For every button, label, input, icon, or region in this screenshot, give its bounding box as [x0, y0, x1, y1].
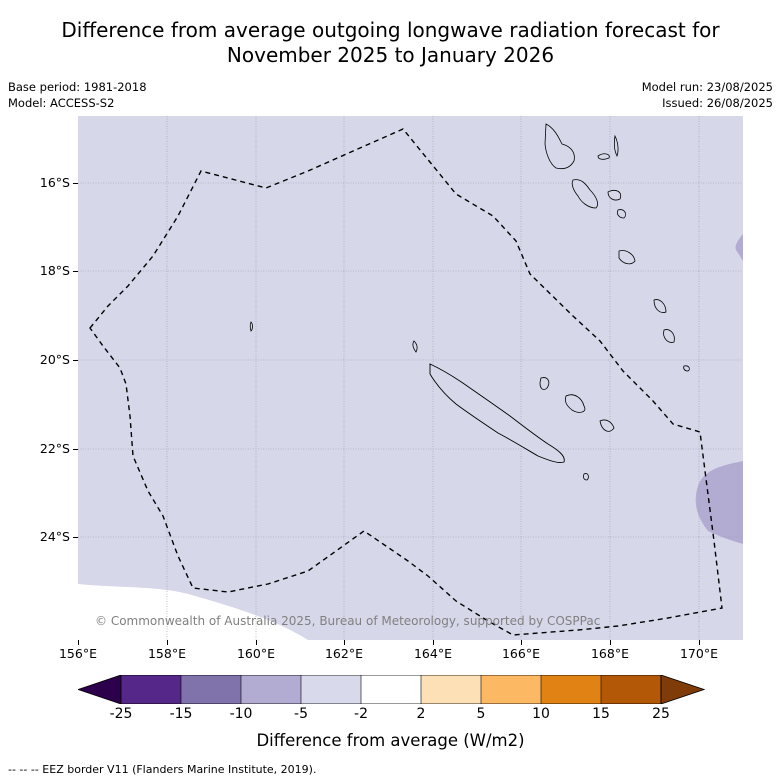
colorbar-segment-8	[541, 675, 601, 704]
title-line-1: Difference from average outgoing longwav…	[61, 18, 720, 42]
x-tick	[610, 640, 611, 645]
copyright-notice: © Commonwealth of Australia 2025, Bureau…	[95, 614, 601, 628]
island	[597, 153, 610, 160]
map-panel	[78, 116, 743, 640]
lat-label-16s: 16°S	[39, 175, 70, 190]
y-tick	[73, 449, 78, 450]
island	[539, 377, 550, 390]
x-tick	[433, 640, 434, 645]
lon-label-166e: 166°E	[501, 646, 540, 661]
island	[663, 329, 675, 343]
colorbar-label: 25	[652, 706, 670, 722]
negative-anomaly-patch-south	[695, 461, 743, 544]
eez-legend-note: -- -- -- EEZ border V11 (Flanders Marine…	[8, 763, 317, 776]
lat-label-18s: 18°S	[39, 263, 70, 278]
meta-right: Model run: 23/08/2025 Issued: 26/08/2025	[642, 79, 773, 111]
title-line-2: November 2025 to January 2026	[226, 43, 555, 67]
x-tick	[699, 640, 700, 645]
lon-label-164e: 164°E	[413, 646, 452, 661]
base-period-text: Base period: 1981-2018	[8, 80, 147, 94]
colorbar-label: 15	[592, 706, 610, 722]
colorbar-segment-7	[481, 675, 541, 704]
colorbar-label: 10	[532, 706, 550, 722]
x-tick	[78, 640, 79, 645]
lon-label-158e: 158°E	[147, 646, 186, 661]
island	[614, 134, 619, 158]
negative-anomaly-patch-north	[735, 234, 743, 261]
colorbar-title: Difference from average (W/m2)	[256, 731, 525, 750]
issued-text: Issued: 26/08/2025	[662, 96, 773, 110]
lon-label-170e: 170°E	[679, 646, 718, 661]
island	[616, 209, 626, 219]
island	[571, 179, 598, 209]
lat-label-24s: 24°S	[39, 529, 70, 544]
colorbar-label: -10	[229, 706, 253, 722]
colorbar-frame	[120, 675, 662, 704]
colorbar-label: -25	[109, 706, 133, 722]
colorbar-label: 2	[416, 706, 426, 722]
colorbar-dividers	[180, 675, 602, 704]
colorbar-extend-low	[78, 675, 122, 704]
lat-label-22s: 22°S	[39, 441, 70, 456]
island	[618, 250, 636, 265]
x-tick	[256, 640, 257, 645]
chart-title: Difference from average outgoing longwav…	[0, 18, 781, 68]
lon-label-156e: 156°E	[58, 646, 97, 661]
colorbar-segment-6	[421, 675, 481, 704]
island	[544, 123, 575, 170]
new-caledonia-island	[429, 363, 565, 463]
colorbar-label: -2	[354, 706, 368, 722]
model-text: Model: ACCESS-S2	[8, 96, 115, 110]
y-tick	[73, 360, 78, 361]
island	[249, 321, 253, 332]
island	[653, 299, 667, 313]
colorbar-segment-2	[181, 675, 241, 704]
island	[683, 365, 690, 372]
x-tick	[521, 640, 522, 645]
colorbar-segment-1	[121, 675, 181, 704]
colorbar-segment-4	[301, 675, 361, 704]
graticule	[78, 116, 743, 640]
neutral-anomaly-region	[78, 584, 308, 640]
map-svg	[78, 116, 743, 640]
colorbar-segment-9	[601, 675, 661, 704]
lat-label-20s: 20°S	[39, 352, 70, 367]
colorbar-segment-3	[241, 675, 301, 704]
meta-left: Base period: 1981-2018 Model: ACCESS-S2	[8, 79, 147, 111]
x-tick	[167, 640, 168, 645]
y-tick	[73, 271, 78, 272]
colorbar-extend-high	[660, 675, 705, 704]
island	[564, 394, 586, 413]
colorbar	[78, 675, 705, 704]
colorbar-segment-5	[361, 675, 421, 704]
lon-label-160e: 160°E	[236, 646, 275, 661]
colorbar-label: -5	[294, 706, 308, 722]
island	[607, 190, 622, 201]
colorbar-label: 5	[476, 706, 486, 722]
map-background	[78, 116, 743, 640]
x-tick	[344, 640, 345, 645]
lon-label-162e: 162°E	[324, 646, 363, 661]
eez-border	[89, 128, 723, 636]
island	[599, 419, 615, 432]
lon-label-168e: 168°E	[590, 646, 629, 661]
colorbar-label: -15	[169, 706, 193, 722]
y-tick	[73, 183, 78, 184]
y-tick	[73, 537, 78, 538]
model-run-text: Model run: 23/08/2025	[641, 80, 773, 94]
island	[412, 340, 418, 353]
island	[583, 473, 589, 481]
